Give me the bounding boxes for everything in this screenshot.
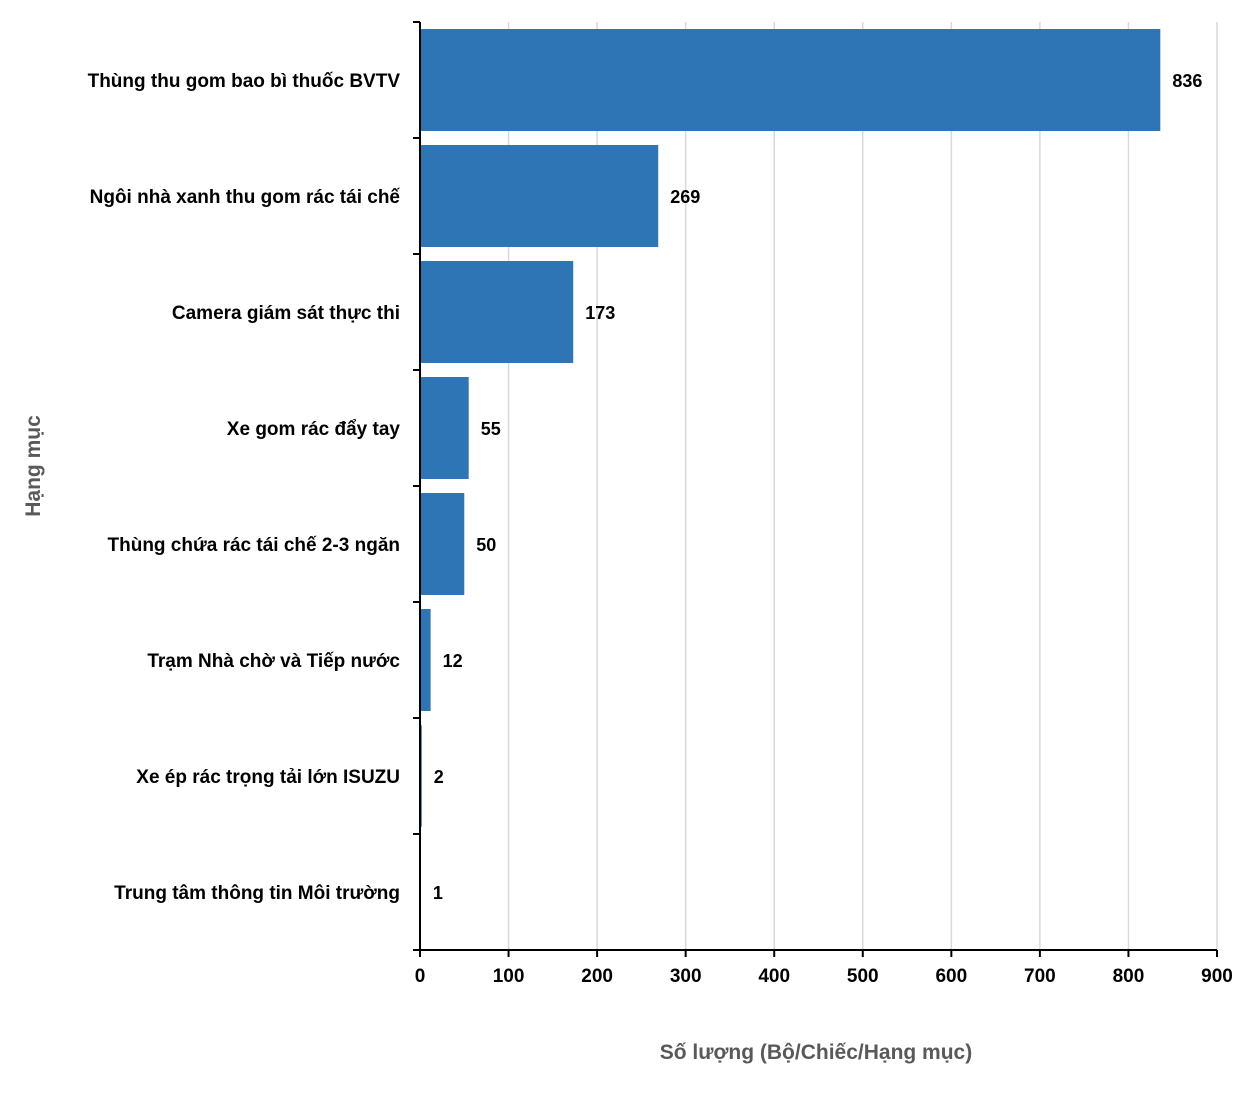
- category-label: Xe ép rác trọng tải lớn ISUZU: [136, 767, 400, 788]
- value-label: 1: [433, 883, 443, 903]
- x-tick-labels: 0 100 200 300 400 500 600 700 800 900: [415, 966, 1233, 987]
- value-label: 836: [1172, 71, 1202, 91]
- category-label: Thùng chứa rác tái chế 2-3 ngăn: [108, 535, 401, 556]
- x-tick-label: 0: [415, 966, 426, 987]
- x-tick-label: 400: [758, 966, 790, 987]
- category-label: Trung tâm thông tin Môi trường: [114, 883, 400, 904]
- x-tick-label: 500: [847, 966, 879, 987]
- x-tick-label: 800: [1113, 966, 1145, 987]
- x-tick-label: 700: [1024, 966, 1056, 987]
- category-label: Xe gom rác đẩy tay: [227, 419, 401, 440]
- bar: [420, 261, 574, 363]
- category-label: Trạm Nhà chờ và Tiếp nước: [147, 651, 400, 672]
- value-label: 50: [476, 535, 496, 555]
- bar: [420, 377, 469, 479]
- bar: [420, 145, 659, 247]
- value-label: 269: [670, 187, 700, 207]
- bar: [420, 29, 1161, 131]
- x-tick-label: 300: [670, 966, 702, 987]
- category-label: Camera giám sát thực thi: [172, 303, 400, 324]
- value-labels: 836 269 173 55 50 12 2 1: [433, 71, 1202, 903]
- x-tick-label: 200: [581, 966, 613, 987]
- bar: [420, 609, 431, 711]
- x-tick-label: 100: [493, 966, 525, 987]
- value-label: 2: [434, 767, 444, 787]
- x-tick-label: 600: [935, 966, 967, 987]
- bars: [420, 29, 1161, 943]
- axes: [413, 21, 1218, 957]
- category-label: Thùng thu gom bao bì thuốc BVTV: [88, 71, 401, 92]
- value-label: 173: [585, 303, 615, 323]
- x-axis-title: Số lượng (Bộ/Chiếc/Hạng mục): [660, 1041, 972, 1064]
- y-axis-title: Hạng mục: [22, 415, 45, 517]
- value-label: 55: [481, 419, 501, 439]
- x-tick-label: 900: [1201, 966, 1233, 987]
- bar: [420, 493, 465, 595]
- category-label: Ngôi nhà xanh thu gom rác tái chế: [90, 187, 401, 208]
- value-label: 12: [443, 651, 463, 671]
- category-labels: Thùng thu gom bao bì thuốc BVTV Ngôi nhà …: [88, 71, 401, 904]
